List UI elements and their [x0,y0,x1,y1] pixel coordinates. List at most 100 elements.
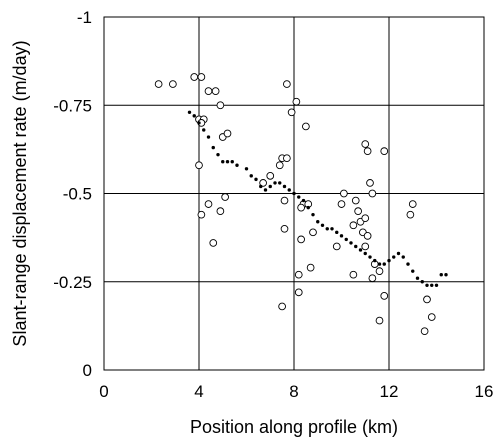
filled-dot-point [192,114,196,118]
filled-dot-point [401,255,405,259]
filled-dot-point [434,283,439,287]
open-circle-point [351,196,360,205]
open-circle-point [283,80,291,88]
open-circle-point [223,129,232,138]
open-circle-point [375,267,384,276]
filled-dot-point [216,152,220,157]
filled-dot-point [387,258,391,263]
open-circle-point [380,292,389,300]
filled-dot-point [335,230,339,235]
open-circle-point [278,302,286,311]
filled-dot-point [259,184,263,189]
open-circle-point [204,200,213,208]
open-circle-point [408,200,417,208]
open-circle-point [154,80,163,88]
x-tick-label: 4 [194,382,203,401]
filled-dot-point [330,227,334,231]
filled-dot-point [430,283,434,287]
filled-dot-point [392,255,396,259]
open-circle-point [337,200,346,208]
filled-dot-point [325,227,329,231]
open-circle-point [306,263,315,272]
open-circle-point [380,147,389,155]
filled-dot-point [444,272,448,277]
open-circle-point [332,242,341,251]
filled-dot-point [373,258,377,263]
y-tick-label: -1 [77,8,92,27]
x-tick-label: 8 [289,382,298,401]
x-tick-label: 16 [475,382,494,401]
open-circle-point [423,295,431,304]
x-tick-label: 12 [380,382,399,401]
filled-dot-point [206,135,211,139]
open-circle-point [368,189,377,198]
open-circle-point [340,189,348,198]
y-axis-label: Slant-range displacement rate (m/day) [10,40,30,346]
open-circle-point [368,274,377,283]
open-circle-point [361,140,370,148]
open-circle-point [427,313,436,321]
plot-frame [103,16,485,371]
filled-dot-point [354,244,358,249]
open-circle-point [275,161,284,170]
filled-dot-point [273,181,277,185]
open-circle-point [363,232,372,240]
open-circle-point [297,203,305,212]
filled-dot-point [420,280,424,284]
filled-dot-point [377,262,382,266]
filled-dot-point [368,255,372,259]
filled-dot-point [363,251,367,256]
filled-dot-point [396,251,401,256]
open-circle-point [211,87,220,95]
open-circle-point [302,122,310,131]
open-circle-point [190,73,199,81]
open-circle-point [221,193,229,201]
open-circle-point [197,73,206,81]
filled-dot-point [415,276,420,280]
filled-dot-point [349,241,353,245]
open-circle-point [216,207,225,216]
open-circle-point [294,270,303,279]
open-circle-point [294,288,303,297]
filled-dot-point [292,191,296,196]
filled-dot-point [249,174,253,178]
open-circle-point [406,210,415,219]
filled-dot-point [187,110,192,115]
open-circle-point [216,101,225,110]
filled-dot-point [263,188,268,192]
open-circle-point [309,228,317,237]
data-marks [154,73,448,336]
filled-dot-point [287,188,291,192]
open-circle-point [349,270,358,279]
open-circle-point [292,97,301,106]
y-tick-label: -0.75 [53,96,92,115]
open-circle-point [354,207,362,216]
x-axis-label: Position along profile (km) [190,417,398,437]
open-circle-point [280,196,289,205]
open-circle-point [197,210,206,219]
filled-dot-point [411,269,415,273]
filled-dot-point [301,198,306,203]
filled-dot-point [197,121,201,125]
open-circle-point [361,242,370,251]
filled-dot-point [358,248,363,252]
x-tick-label: 0 [99,382,108,401]
filled-dot-point [254,177,258,182]
open-circle-point [361,214,370,223]
open-circle-point [169,80,177,88]
open-circle-point [375,316,384,325]
filled-dot-point [382,262,386,266]
open-circle-point [195,161,203,170]
filled-dot-point [320,223,325,227]
open-circle-point [287,108,296,117]
y-tick-label: -0.5 [63,185,92,204]
open-circle-point [209,239,218,247]
filled-dot-point [339,234,344,238]
open-circle-point [297,235,305,244]
filled-dot-point [439,272,443,277]
open-circle-point [204,87,213,95]
filled-dot-point [211,145,215,150]
tick-labels: 0 4 8 12 16 -1 -0.75 -0.5 -0.25 0 [53,8,493,401]
